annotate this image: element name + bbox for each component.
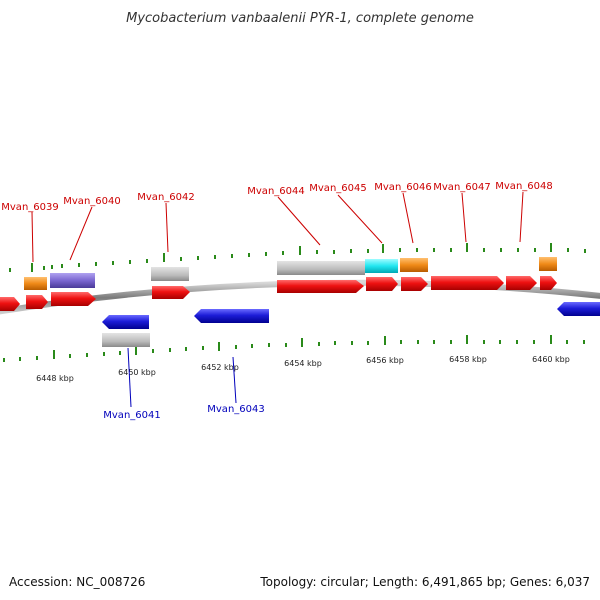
forward-cds-track bbox=[0, 276, 557, 311]
forward-cds-arrow[interactable] bbox=[277, 280, 364, 293]
genome-summary-text: Topology: circular; Length: 6,491,865 bp… bbox=[260, 575, 590, 589]
forward-cds-arrow[interactable] bbox=[366, 277, 398, 291]
forward-cds-arrow[interactable] bbox=[540, 276, 557, 290]
map-title: Mycobacterium vanbaalenii PYR-1, complet… bbox=[126, 11, 474, 26]
kbp-label: 6456 kbp bbox=[366, 356, 404, 365]
gene-label[interactable]: Mvan_6040 bbox=[63, 196, 120, 207]
kbp-label: 6452 kbp bbox=[201, 363, 239, 372]
reverse-cds-arrow[interactable] bbox=[557, 302, 600, 316]
accession-text: Accession: NC_008726 bbox=[9, 575, 146, 589]
gene-bar[interactable] bbox=[151, 267, 189, 281]
kbp-label: 6448 kbp bbox=[36, 374, 74, 383]
gene-label[interactable]: Mvan_6041 bbox=[103, 410, 160, 421]
kbp-label: 6458 kbp bbox=[449, 355, 487, 364]
kbp-label: 6460 kbp bbox=[532, 355, 570, 364]
forward-cds-arrow[interactable] bbox=[51, 292, 96, 306]
gene-bar[interactable] bbox=[102, 333, 150, 347]
forward-cds-arrow[interactable] bbox=[431, 276, 504, 290]
inner-ticks bbox=[3, 335, 585, 362]
forward-cds-arrow[interactable] bbox=[0, 297, 20, 311]
gene-label[interactable]: Mvan_6045 bbox=[309, 183, 366, 194]
gene-label[interactable]: Mvan_6043 bbox=[207, 404, 264, 415]
gene-label[interactable]: Mvan_6047 bbox=[433, 182, 490, 193]
gene-label[interactable]: Mvan_6039 bbox=[1, 202, 58, 213]
forward-cds-arrow[interactable] bbox=[26, 295, 48, 309]
orange-feature[interactable] bbox=[539, 257, 557, 271]
reverse-gene-labels: Mvan_6041 Mvan_6043 bbox=[103, 404, 264, 421]
kbp-label: 6454 kbp bbox=[284, 359, 322, 368]
outer-features bbox=[24, 257, 557, 290]
kbp-labels: 6448 kbp 6450 kbp 6452 kbp 6454 kbp 6456… bbox=[36, 355, 570, 383]
kbp-label: 6450 kbp bbox=[118, 368, 156, 377]
reverse-cds-track bbox=[102, 302, 600, 329]
gene-label[interactable]: Mvan_6046 bbox=[374, 182, 431, 193]
forward-cds-arrow[interactable] bbox=[506, 276, 537, 290]
orange-feature[interactable] bbox=[400, 258, 428, 272]
gene-label[interactable]: Mvan_6048 bbox=[495, 181, 552, 192]
cyan-feature[interactable] bbox=[365, 259, 398, 273]
reverse-cds-arrow[interactable] bbox=[194, 309, 269, 323]
forward-gene-labels: Mvan_6039 Mvan_6040 Mvan_6042 Mvan_6044 … bbox=[1, 181, 552, 213]
gene-label[interactable]: Mvan_6042 bbox=[137, 192, 194, 203]
reverse-cds-arrow[interactable] bbox=[102, 315, 149, 329]
gene-label[interactable]: Mvan_6044 bbox=[247, 186, 304, 197]
purple-feature[interactable] bbox=[50, 273, 95, 288]
orange-feature[interactable] bbox=[24, 277, 47, 290]
gene-bar[interactable] bbox=[277, 261, 365, 275]
forward-cds-arrow[interactable] bbox=[401, 277, 428, 291]
forward-label-leaders bbox=[31, 191, 524, 263]
forward-cds-arrow[interactable] bbox=[152, 286, 190, 299]
outer-ticks bbox=[9, 243, 586, 272]
reverse-label-leaders bbox=[127, 347, 237, 408]
